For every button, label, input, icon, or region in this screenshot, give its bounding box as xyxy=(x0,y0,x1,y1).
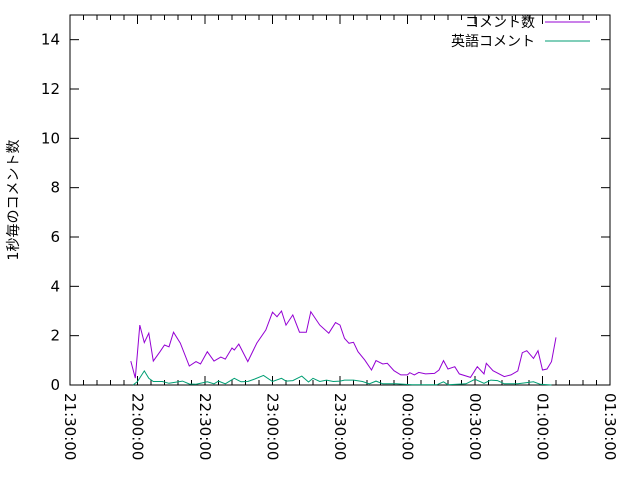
legend: コメント数 英語コメント xyxy=(451,15,590,50)
legend-label-1: 英語コメント xyxy=(451,33,535,50)
y-tick-label: 0 xyxy=(50,376,60,394)
y-tick-label: 10 xyxy=(41,129,60,147)
series-line-1 xyxy=(132,369,552,386)
x-tick-label: 22:00:00 xyxy=(129,393,147,460)
y-tick-label: 6 xyxy=(50,228,60,246)
x-tick-label: 01:30:00 xyxy=(601,393,619,460)
y-tick-label: 14 xyxy=(41,31,60,49)
plot-frame xyxy=(69,14,611,386)
x-tick-label: 23:30:00 xyxy=(331,393,349,460)
x-tick-label: 21:30:00 xyxy=(61,393,79,460)
x-tick-label: 01:00:00 xyxy=(534,393,552,460)
x-tick-label: 00:30:00 xyxy=(466,393,484,460)
x-tick-label: 23:00:00 xyxy=(264,393,282,460)
y-axis-label: 1秒毎のコメント数 xyxy=(6,140,22,261)
axes: 0 2 4 6 8 10 12 14 21:30:00 22:00:00 22:30:00 23:00… xyxy=(41,14,619,460)
y-tick-label: 2 xyxy=(50,327,60,345)
legend-label-0: コメント数 xyxy=(465,15,535,31)
x-tick-label: 00:00:00 xyxy=(399,393,417,460)
x-tick-label: 22:30:00 xyxy=(196,393,214,460)
y-tick-label: 12 xyxy=(41,80,60,98)
y-tick-label: 4 xyxy=(50,277,60,295)
series-layer xyxy=(130,309,557,386)
series-line-0 xyxy=(130,309,557,379)
y-tick-label: 8 xyxy=(50,179,60,197)
